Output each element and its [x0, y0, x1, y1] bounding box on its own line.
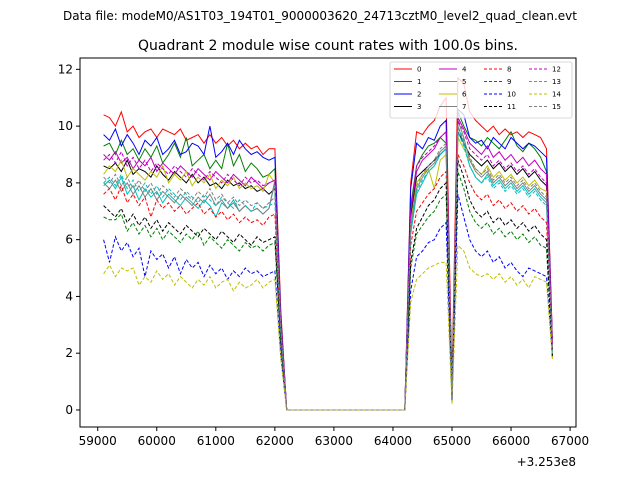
series-line-12 [103, 120, 553, 411]
chart-title: Quadrant 2 module wise count rates with … [138, 38, 518, 54]
series-line-0 [103, 76, 553, 411]
plot-frame [79, 57, 577, 428]
legend-label-1: 1 [417, 78, 421, 86]
x-tick-label: 60000 [138, 434, 176, 448]
x-tick-label: 66000 [492, 434, 530, 448]
series-layer [103, 76, 553, 411]
x-tick-label: 59000 [79, 434, 117, 448]
y-tick-label: 8 [65, 176, 73, 190]
legend-label-15: 15 [552, 103, 561, 111]
x-tick-label: 61000 [197, 434, 235, 448]
axes: 59000 60000 61000 62000 63000 64000 65000 66000… [58, 62, 589, 448]
series-line-8 [103, 154, 553, 411]
legend-label-14: 14 [552, 91, 561, 99]
y-tick-label: 2 [65, 346, 73, 360]
legend-label-2: 2 [417, 91, 421, 99]
y-tick-label: 4 [65, 289, 73, 303]
x-tick-label: 62000 [256, 434, 294, 448]
legend-label-5: 5 [462, 78, 466, 86]
x-tick-label: 64000 [374, 434, 412, 448]
y-tick-label: 6 [65, 233, 73, 247]
legend-label-11: 11 [507, 103, 516, 111]
series-line-10 [103, 194, 553, 411]
series-line-15 [103, 125, 553, 411]
series-line-14 [103, 244, 553, 411]
legend-box [389, 61, 573, 119]
x-tick-label: 63000 [315, 434, 353, 448]
x-offset-label: +3.253e8 [517, 455, 576, 469]
series-line-2 [103, 107, 553, 411]
legend-label-13: 13 [552, 78, 561, 86]
series-line-11 [103, 160, 553, 411]
legend-label-7: 7 [462, 103, 466, 111]
legend-label-6: 6 [462, 91, 467, 99]
legend-label-8: 8 [507, 66, 511, 74]
series-line-7 [103, 120, 553, 411]
legend-label-12: 12 [552, 66, 561, 74]
legend-label-4: 4 [462, 66, 467, 74]
x-tick-label: 67000 [551, 434, 589, 448]
legend-label-10: 10 [507, 91, 516, 99]
legend-label-9: 9 [507, 78, 511, 86]
x-tick-label: 65000 [433, 434, 471, 448]
y-tick-label: 12 [58, 62, 73, 76]
legend-label-0: 0 [417, 66, 421, 74]
y-tick-label: 0 [65, 403, 73, 417]
chart-suptitle: Data file: modeM0/AS1T03_194T01_90000036… [63, 9, 577, 23]
series-line-9 [103, 171, 553, 411]
y-tick-label: 10 [58, 119, 73, 133]
legend-label-3: 3 [417, 103, 421, 111]
